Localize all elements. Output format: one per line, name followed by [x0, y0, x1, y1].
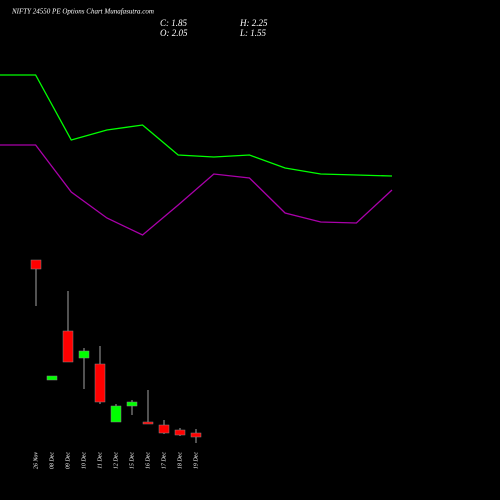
x-tick-label: 17 Dec: [161, 452, 167, 469]
high-text: H: 2.25: [239, 18, 268, 28]
candle-body: [62, 330, 74, 363]
x-tick-label: 10 Dec: [81, 452, 87, 469]
chart-title: NIFTY 24550 PE Options Chart Munafasutra…: [11, 8, 154, 16]
x-tick-label: 12 Dec: [113, 452, 119, 469]
candle-body: [110, 405, 122, 423]
line-series: [0, 144, 393, 236]
x-tick-label: 08 Dec: [49, 452, 55, 469]
candle-body: [158, 424, 170, 434]
low-text: L: 1.55: [239, 28, 267, 38]
candle-body: [30, 259, 42, 270]
x-tick-label: 26 Nov: [33, 452, 39, 470]
x-tick-label: 09 Dec: [65, 452, 71, 469]
candle-body: [46, 375, 58, 381]
x-tick-label: 19 Dec: [193, 452, 199, 469]
close-text: C: 1.85: [160, 18, 188, 28]
candle-body: [126, 401, 138, 407]
candle-body: [142, 421, 154, 425]
candle-body: [78, 350, 90, 359]
x-tick-label: 11 Dec: [97, 452, 103, 469]
candle-body: [190, 432, 202, 438]
candle-body: [174, 429, 186, 436]
candle-body: [94, 363, 106, 403]
x-tick-label: 15 Dec: [129, 452, 135, 469]
x-tick-label: 16 Dec: [145, 452, 151, 469]
open-text: O: 2.05: [160, 28, 188, 38]
x-tick-label: 18 Dec: [177, 452, 183, 469]
line-series: [0, 74, 393, 177]
